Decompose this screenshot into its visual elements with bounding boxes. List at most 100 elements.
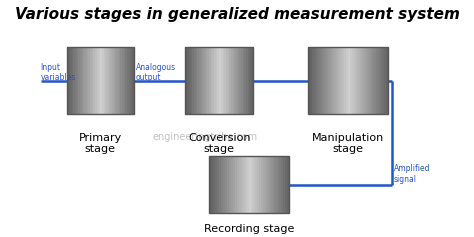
Bar [309,47,388,114]
Text: Primary
stage: Primary stage [79,133,122,154]
Bar [68,47,70,114]
Bar [70,47,72,114]
Bar [284,156,287,213]
Bar [227,156,229,213]
Bar [259,156,261,213]
Bar [214,47,216,114]
Text: Amplified
signal: Amplified signal [393,164,430,184]
Bar [370,47,372,114]
Text: Input
variables: Input variables [41,63,76,82]
Text: Various stages in generalized measurement system: Various stages in generalized measuremen… [15,7,459,22]
Bar [83,47,85,114]
Bar [77,47,79,114]
Bar [112,47,114,114]
Bar [310,47,313,114]
Bar [216,47,218,114]
Bar [237,156,239,213]
Bar [231,47,233,114]
Bar [95,47,97,114]
Bar [265,156,267,213]
Bar [348,47,350,114]
Bar [318,47,320,114]
Bar [281,156,283,213]
Bar [219,156,221,213]
Bar [261,156,263,213]
Bar [241,156,243,213]
Bar [245,47,246,114]
Bar [225,156,228,213]
Bar [360,47,362,114]
Bar [273,156,275,213]
Bar [239,156,241,213]
Bar [338,47,340,114]
Bar [241,47,243,114]
Bar [124,47,126,114]
Bar [110,47,112,114]
Bar [279,156,281,213]
Bar [224,47,226,114]
Bar [376,47,378,114]
Bar [344,47,346,114]
Bar [234,47,237,114]
Bar [219,47,221,114]
Bar [87,47,89,114]
Bar [199,47,201,114]
Bar [132,47,134,114]
Bar [104,47,106,114]
Bar [206,47,208,114]
Bar [378,47,380,114]
Bar [346,47,348,114]
Bar [75,47,77,114]
Bar [201,47,203,114]
Text: Recording stage: Recording stage [204,224,294,234]
Text: Analogous
output: Analogous output [136,63,176,82]
Bar [247,156,249,213]
Text: engineeringtribe.com: engineeringtribe.com [153,132,258,142]
Bar [109,47,111,114]
Bar [73,47,75,114]
Bar [119,47,121,114]
Bar [352,47,355,114]
Bar [107,47,109,114]
Bar [213,156,216,213]
Bar [102,47,104,114]
Bar [105,47,107,114]
Bar [382,47,384,114]
Bar [354,47,356,114]
Bar [316,47,319,114]
Bar [368,47,370,114]
Bar [235,156,237,213]
Bar [229,47,231,114]
Bar [97,47,99,114]
Bar [267,156,269,213]
Bar [129,47,131,114]
Bar [330,47,333,114]
Bar [114,47,116,114]
Bar [126,47,128,114]
Bar [380,47,382,114]
Bar [236,47,238,114]
Bar [222,47,225,114]
Bar [202,47,204,114]
Bar [211,47,213,114]
Bar [89,47,91,114]
Bar [243,47,245,114]
Bar [85,47,87,114]
Bar [211,156,214,213]
Bar [228,47,230,114]
Bar [356,47,358,114]
Bar [80,47,82,114]
Bar [185,47,188,114]
Bar [78,47,81,114]
Bar [350,47,352,114]
Bar [99,47,100,114]
Bar [100,47,102,114]
Bar [187,47,189,114]
Bar [326,47,328,114]
Bar [324,47,327,114]
Bar [249,156,251,213]
Bar [358,47,360,114]
Bar [90,47,92,114]
Bar [287,156,289,213]
Text: Manipulation
stage: Manipulation stage [312,133,384,154]
